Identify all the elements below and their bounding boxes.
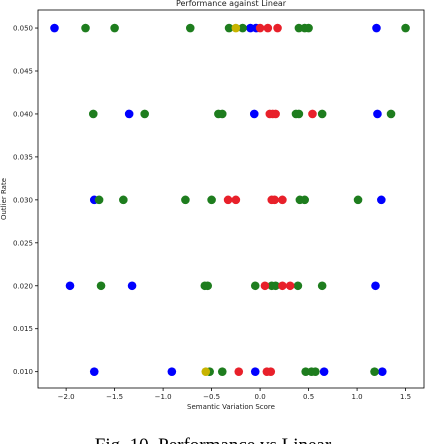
- point: [278, 281, 287, 291]
- point: [88, 109, 98, 119]
- point: [124, 109, 134, 119]
- x-tick-label: 0.0: [255, 393, 266, 401]
- y-tick-label: 0.040: [13, 110, 33, 118]
- point: [353, 195, 363, 205]
- y-axis-label: Outlier Rate: [0, 178, 8, 220]
- point: [308, 109, 317, 119]
- point: [224, 23, 234, 33]
- point: [270, 195, 279, 205]
- point: [238, 23, 247, 33]
- point: [401, 23, 410, 33]
- x-axis-label: Semantic Variation Score: [187, 403, 275, 411]
- point: [266, 367, 276, 376]
- point: [119, 195, 128, 205]
- point: [263, 23, 273, 33]
- y-tick-label: 0.010: [13, 368, 33, 376]
- plot-frame: [37, 9, 425, 389]
- point: [65, 281, 75, 291]
- point: [377, 367, 387, 376]
- point: [50, 23, 59, 33]
- point: [273, 23, 282, 33]
- point: [370, 367, 379, 376]
- point: [317, 281, 327, 291]
- point: [250, 281, 260, 291]
- point: [300, 195, 310, 205]
- point: [234, 367, 244, 376]
- point: [181, 195, 190, 205]
- point: [260, 281, 270, 291]
- y-tick-label: 0.030: [13, 196, 33, 204]
- x-tick-label: −1.0: [155, 393, 172, 401]
- point: [293, 281, 303, 291]
- point: [311, 367, 320, 376]
- point: [96, 281, 106, 291]
- point: [167, 367, 177, 376]
- point: [250, 367, 260, 376]
- point: [377, 195, 386, 205]
- point: [110, 23, 119, 33]
- point: [294, 109, 304, 119]
- y-tick-label: 0.025: [13, 239, 33, 247]
- point: [319, 367, 329, 376]
- point: [231, 23, 241, 33]
- y-tick-label: 0.020: [13, 282, 33, 290]
- point: [255, 23, 265, 33]
- point: [223, 195, 233, 205]
- point: [217, 367, 227, 376]
- point: [271, 109, 280, 119]
- point: [89, 367, 99, 376]
- point: [231, 195, 241, 205]
- x-tick-label: 0.5: [303, 393, 314, 401]
- point: [81, 23, 90, 33]
- x-tick-label: 1.5: [400, 393, 411, 401]
- y-tick-label: 0.045: [13, 67, 33, 75]
- point: [94, 195, 104, 205]
- point: [271, 281, 280, 291]
- point: [203, 281, 213, 291]
- point: [372, 23, 381, 33]
- point: [127, 281, 137, 291]
- point: [249, 109, 259, 119]
- y-tick-label: 0.050: [13, 25, 33, 33]
- point: [140, 109, 149, 119]
- point: [371, 281, 380, 291]
- y-tick-label: 0.035: [13, 153, 33, 161]
- x-tick-label: −0.5: [203, 393, 220, 401]
- point: [207, 195, 216, 205]
- point: [217, 109, 227, 119]
- x-tick-label: −2.0: [58, 393, 75, 401]
- point: [317, 109, 327, 119]
- point: [386, 109, 396, 119]
- point: [373, 109, 382, 119]
- caption: Fig. 10. Performance vs Linear: [95, 435, 332, 444]
- y-tick-label: 0.015: [13, 325, 33, 333]
- point: [201, 367, 211, 376]
- x-tick-label: 1.0: [352, 393, 363, 401]
- chart-title: Performance against Linear: [176, 0, 287, 8]
- point: [278, 195, 287, 205]
- point: [285, 281, 295, 291]
- point: [304, 23, 313, 33]
- point: [185, 23, 195, 33]
- x-tick-label: −1.5: [106, 393, 123, 401]
